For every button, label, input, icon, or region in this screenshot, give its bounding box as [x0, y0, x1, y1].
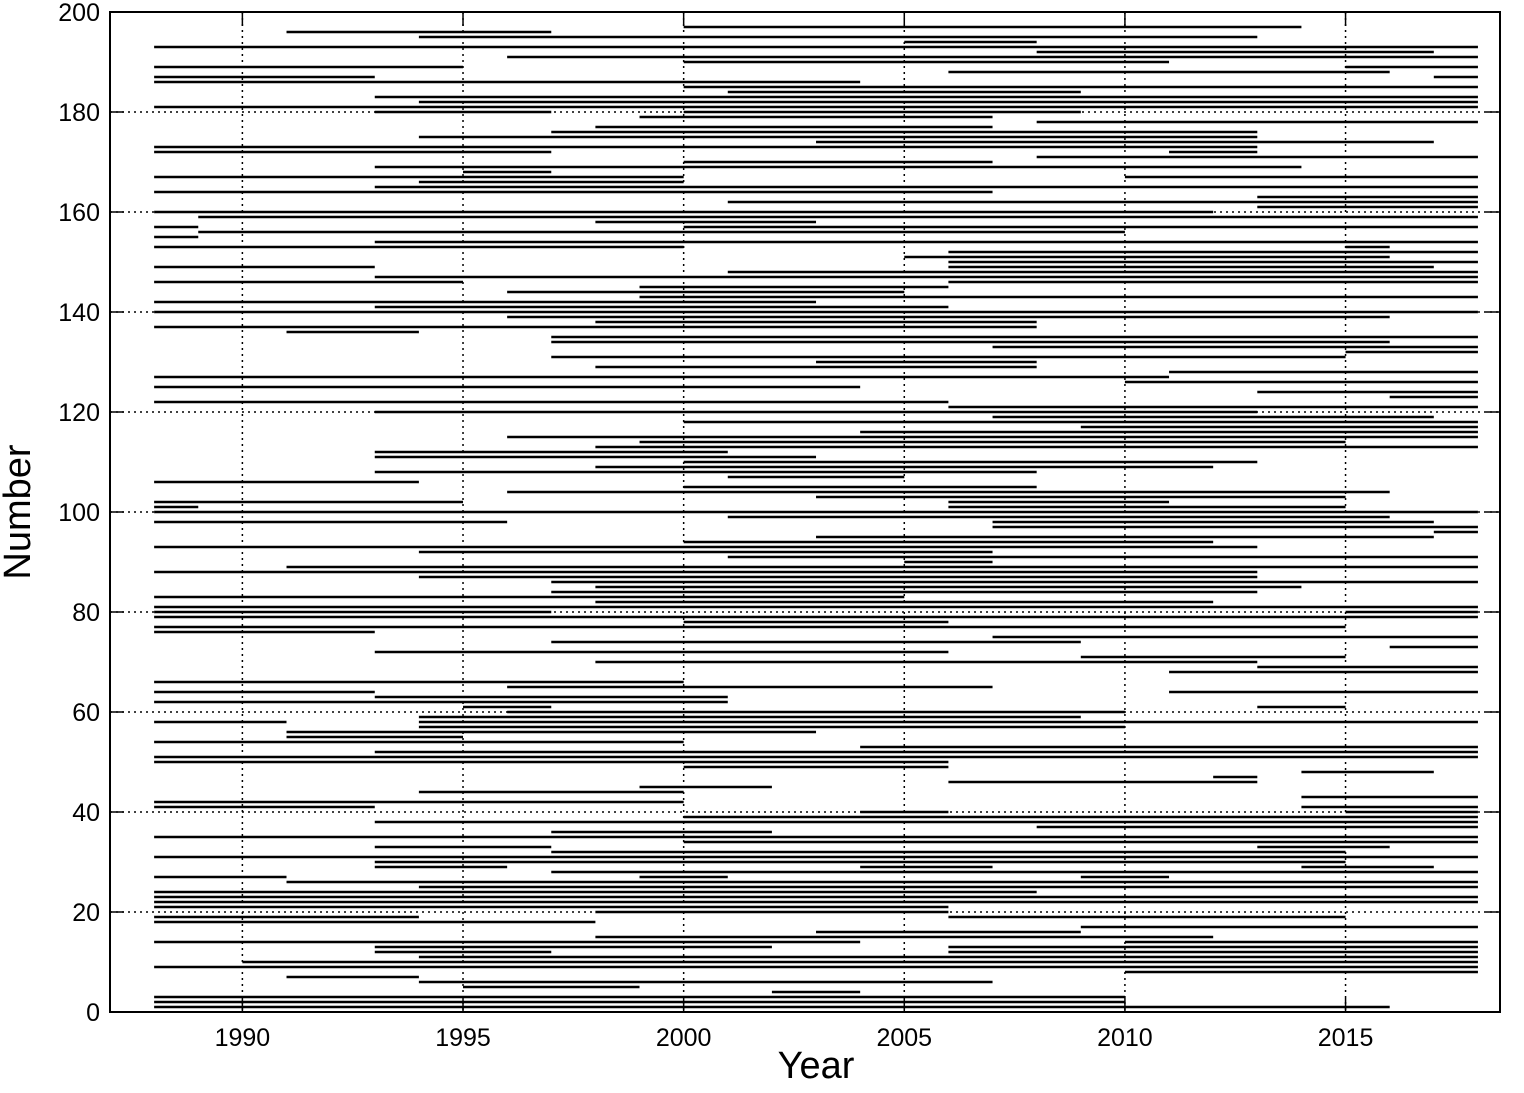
y-tick-label: 140: [58, 299, 100, 327]
x-tick-label: 2000: [656, 1024, 712, 1052]
y-axis-label: Number: [0, 444, 39, 579]
y-tick-label: 100: [58, 499, 100, 527]
x-axis-label: Year: [778, 1045, 855, 1087]
y-tick-label: 0: [86, 999, 100, 1027]
y-tick-label: 160: [58, 199, 100, 227]
y-tick-label: 120: [58, 399, 100, 427]
x-tick-label: 2005: [876, 1024, 932, 1052]
x-tick-label: 2015: [1318, 1024, 1374, 1052]
x-tick-label: 1995: [435, 1024, 491, 1052]
y-tick-label: 60: [72, 699, 100, 727]
y-tick-label: 80: [72, 599, 100, 627]
y-tick-label: 20: [72, 899, 100, 927]
x-tick-label: 2010: [1097, 1024, 1153, 1052]
x-tick-label: 1990: [215, 1024, 271, 1052]
y-tick-label: 180: [58, 99, 100, 127]
plot-frame: [109, 11, 1501, 1013]
y-tick-label: 200: [58, 0, 100, 27]
y-tick-label: 40: [72, 799, 100, 827]
